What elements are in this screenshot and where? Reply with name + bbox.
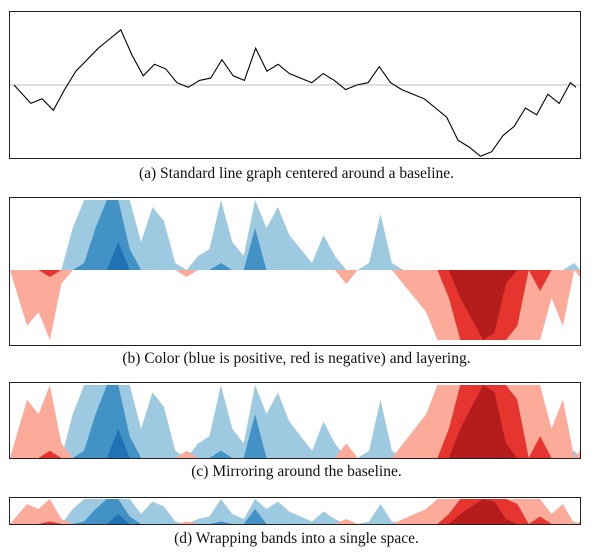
positive-band-2 [10, 200, 580, 270]
wrapped-negative-band-1 [10, 499, 580, 524]
panel-b-layered-bands [9, 197, 581, 346]
negative-band-1 [10, 270, 580, 340]
line-graph-plot [10, 28, 580, 157]
panel-c-mirrored-bands [9, 382, 581, 459]
positive-band-3 [10, 242, 580, 270]
wrapped-positive-band-1 [10, 499, 580, 524]
caption-d: (d) Wrapping bands into a single space. [174, 530, 419, 547]
mirrored-negative-band-1 [10, 385, 580, 458]
mirrored-negative-band-3 [10, 385, 580, 458]
series-line [13, 28, 577, 157]
wrapped-positive-band-2 [10, 499, 580, 524]
mirrored-positive-band-2 [10, 385, 580, 458]
mirrored-positive-band-1 [10, 385, 580, 458]
panel-a-line-graph [9, 11, 581, 159]
layered-area-plot [10, 200, 580, 340]
caption-b: (b) Color (blue is positive, red is nega… [122, 350, 471, 367]
panel-d-wrapped-bands [9, 497, 581, 525]
negative-band-3 [10, 270, 580, 340]
mirrored-area-plot [10, 385, 580, 458]
wrapped-positive-band-3 [10, 514, 580, 524]
wrapped-area-plot [10, 499, 580, 524]
caption-a: (a) Standard line graph centered around … [138, 165, 455, 182]
caption-c: (c) Mirroring around the baseline. [191, 463, 402, 480]
wrapped-negative-band-3 [10, 499, 580, 524]
positive-band-1 [10, 200, 580, 270]
